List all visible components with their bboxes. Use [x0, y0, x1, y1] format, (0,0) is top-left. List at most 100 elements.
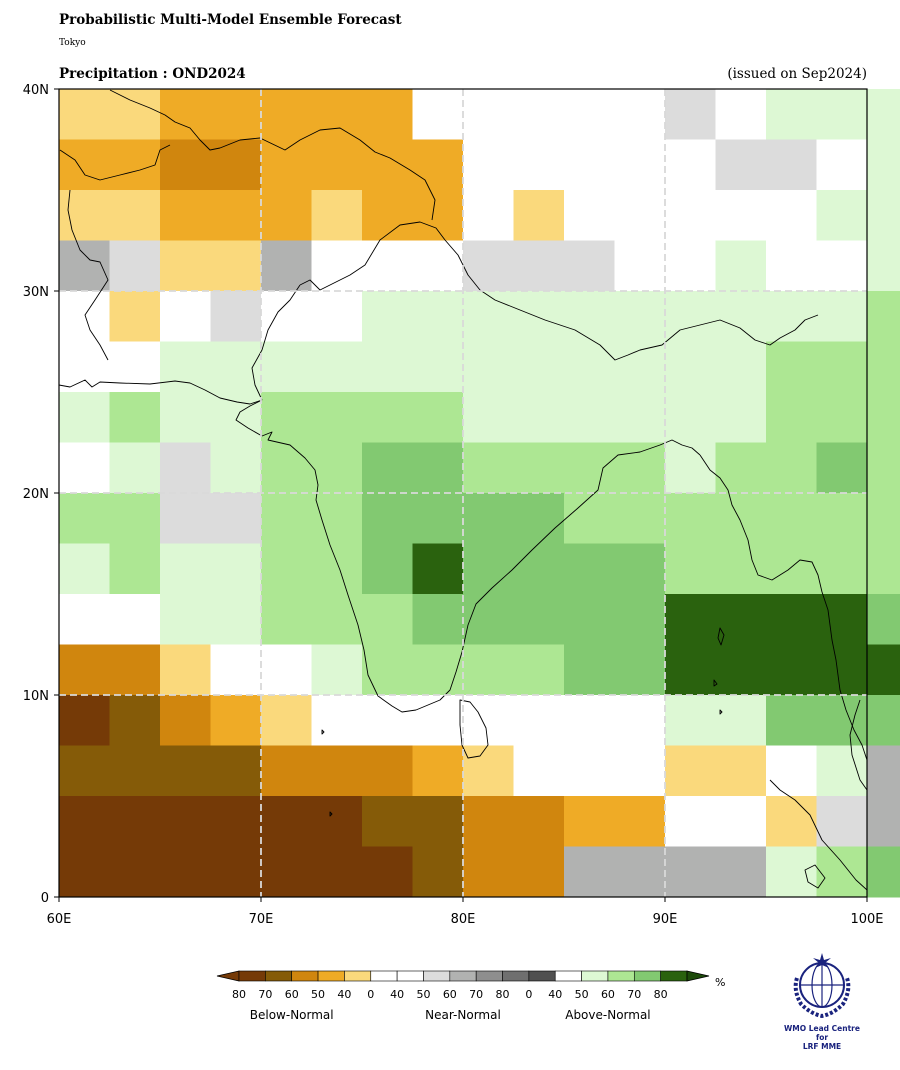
- grid-cell: [463, 644, 514, 696]
- colorbar-tick-label: 70: [469, 988, 483, 1001]
- logo-text-line2: LRF MME: [802, 1042, 842, 1051]
- grid-cell: [362, 594, 413, 645]
- grid-cell: [412, 594, 464, 645]
- colorbar-tick-label: 50: [416, 988, 430, 1001]
- grid-cell: [614, 392, 666, 443]
- colorbar-segment: [265, 970, 293, 982]
- colorbar-tick-label: 80: [496, 988, 510, 1001]
- grid-cell: [59, 341, 110, 393]
- grid-cell: [160, 695, 211, 746]
- grid-cell: [614, 89, 666, 140]
- grid-cell: [564, 745, 615, 797]
- colorbar-segment: [396, 970, 424, 982]
- graticule: [59, 89, 867, 897]
- colorbar-tick-label: 0: [367, 988, 374, 1001]
- grid-cell: [614, 240, 666, 292]
- x-tick-label: 100E: [850, 912, 883, 927]
- grid-cell: [210, 644, 262, 696]
- map-title: Probabilistic Multi-Model Ensemble Forec…: [59, 12, 402, 28]
- grid-cell: [715, 695, 767, 746]
- grid-cell: [564, 341, 615, 393]
- grid-cell: [160, 594, 211, 645]
- grid-cell: [665, 190, 716, 241]
- grid-cell: [867, 240, 900, 292]
- grid-cell: [160, 745, 211, 797]
- grid-cell: [261, 442, 312, 494]
- grid-cell: [513, 745, 565, 797]
- grid-cell: [109, 341, 161, 393]
- grid-cell: [261, 796, 312, 847]
- colorbar-segment: [502, 970, 530, 982]
- grid-cell: [715, 846, 767, 898]
- grid-cell: [816, 291, 868, 342]
- grid-cell: [311, 442, 363, 494]
- colorbar-tick-label: 60: [443, 988, 457, 1001]
- grid-cell: [513, 139, 565, 191]
- colorbar-segment: [423, 970, 451, 982]
- grid-cell: [160, 846, 211, 898]
- grid-cell: [412, 745, 464, 797]
- grid-cell: [564, 846, 615, 898]
- colorbar-tick-label: 60: [601, 988, 615, 1001]
- grid-cell: [564, 139, 615, 191]
- y-tick-label: 30N: [23, 285, 49, 300]
- grid-cell: [412, 139, 464, 191]
- grid-cell: [513, 341, 565, 393]
- grid-cell: [766, 190, 817, 241]
- colorbar-category-label: Below-Normal: [250, 1008, 334, 1022]
- grid-cell: [665, 442, 716, 494]
- grid-cell: [665, 695, 716, 746]
- grid-cell: [160, 543, 211, 595]
- grid-cell: [261, 745, 312, 797]
- grid-cell: [766, 139, 817, 191]
- colorbar-segment: [528, 970, 556, 982]
- grid-cell: [715, 493, 767, 544]
- grid-cell: [867, 543, 900, 595]
- grid-cell: [160, 139, 211, 191]
- grid-cell: [210, 341, 262, 393]
- grid-cell: [311, 139, 363, 191]
- grid-cell: [867, 745, 900, 797]
- grid-cell: [261, 89, 312, 140]
- y-tick-label: 10N: [23, 689, 49, 704]
- grid-cell: [614, 493, 666, 544]
- grid-cell: [766, 543, 817, 595]
- grid-cell: [362, 695, 413, 746]
- grid-cell: [665, 493, 716, 544]
- grid-cell: [513, 543, 565, 595]
- grid-cell: [816, 695, 868, 746]
- grid-cell: [816, 392, 868, 443]
- grid-cell: [311, 493, 363, 544]
- grid-cell: [261, 594, 312, 645]
- grid-cell: [59, 594, 110, 645]
- grid-cell: [867, 341, 900, 393]
- grid-cell: [160, 442, 211, 494]
- grid-cell: [210, 493, 262, 544]
- grid-cell: [412, 392, 464, 443]
- grid-cell: [564, 594, 615, 645]
- grid-cell: [463, 594, 514, 645]
- grid-cell: [463, 291, 514, 342]
- grid-cell: [816, 493, 868, 544]
- grid-cell: [513, 594, 565, 645]
- grid-cell: [463, 392, 514, 443]
- grid-cell: [463, 543, 514, 595]
- grid-cell: [665, 341, 716, 393]
- grid-cell: [412, 190, 464, 241]
- grid-cell: [766, 745, 817, 797]
- grid-cell: [412, 846, 464, 898]
- grid-cell: [766, 594, 817, 645]
- grid-cell: [311, 543, 363, 595]
- grid-cell: [362, 493, 413, 544]
- grid-cell: [362, 644, 413, 696]
- colorbar-tick-label: 40: [390, 988, 404, 1001]
- colorbar-tick-label: 0: [525, 988, 532, 1001]
- grid-cell: [665, 139, 716, 191]
- grid-cell: [614, 291, 666, 342]
- wmo-emblem-icon: [793, 953, 851, 1019]
- grid-cell: [513, 796, 565, 847]
- grid-cell: [261, 392, 312, 443]
- grid-cell: [867, 846, 900, 898]
- grid-cell: [715, 392, 767, 443]
